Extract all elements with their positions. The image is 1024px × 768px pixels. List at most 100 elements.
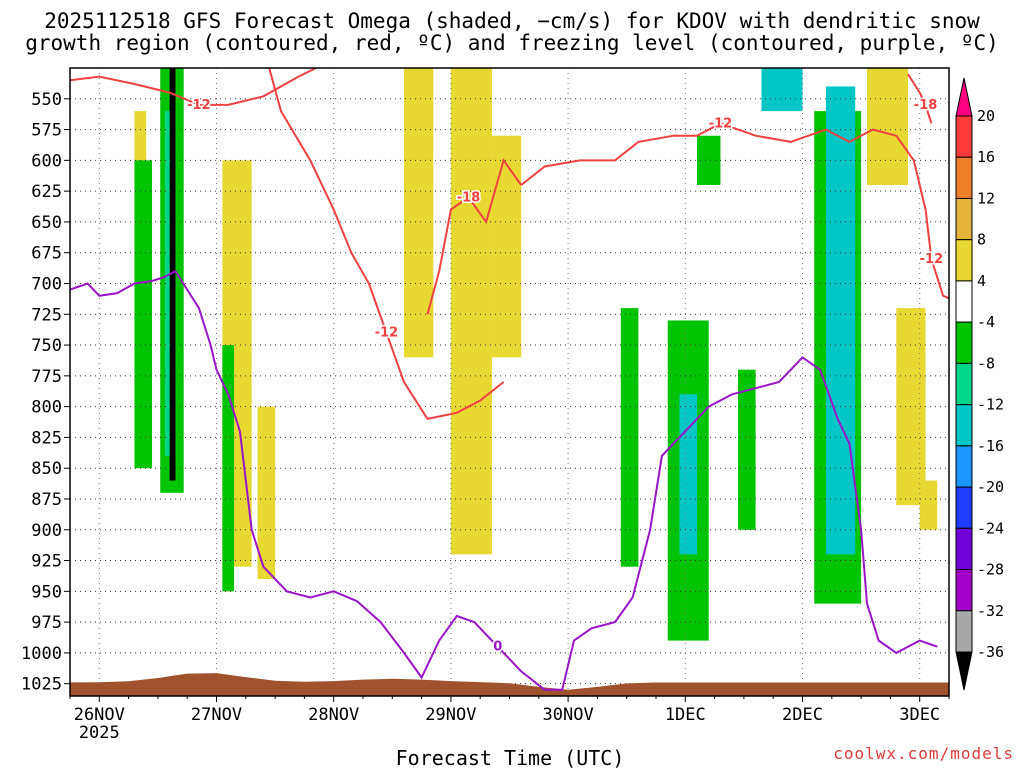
x-tick-label: 26NOV	[74, 705, 125, 725]
colorbar: 20 16 12 8 4 -4 -8 -12 -16 -20 -24 -28 -32 -36	[955, 77, 1004, 691]
colorbar-label: 16	[977, 148, 995, 166]
colorbar-label: 20	[977, 107, 995, 125]
dendritic-contour-label: -12	[187, 98, 211, 113]
y-tick-label: 800	[31, 398, 62, 418]
dendritic-contour	[895, 135, 949, 300]
year-label: 2025	[79, 723, 120, 743]
omega-region	[134, 160, 153, 469]
y-tick-label: 700	[31, 274, 62, 294]
y-axis: 550 575 600 625 650 675 700 725 750 775 800 825 850 8…	[21, 90, 70, 695]
omega-region	[679, 394, 698, 555]
colorbar-segment	[955, 610, 973, 653]
y-tick-label: 975	[31, 613, 62, 633]
omega-shading-layer	[134, 68, 938, 641]
x-tick-label: 2DEC	[782, 705, 823, 725]
x-tick-label: 29NOV	[425, 705, 476, 725]
x-tick-label: 27NOV	[191, 705, 242, 725]
omega-region	[222, 345, 235, 592]
y-tick-label: 750	[31, 336, 62, 356]
omega-region	[620, 308, 639, 567]
x-tick-label: 1DEC	[665, 705, 706, 725]
y-tick-label: 1025	[21, 675, 62, 695]
terrain-surface	[70, 673, 949, 696]
colorbar-label: 12	[977, 189, 995, 207]
chart-title-line-2: growth region (contoured, red, ºC) and f…	[25, 31, 999, 55]
y-tick-label: 925	[31, 552, 62, 572]
colorbar-segment	[955, 527, 973, 571]
omega-region	[404, 68, 434, 358]
y-tick-label: 550	[31, 90, 62, 110]
y-tick-label: 725	[31, 305, 62, 325]
dendritic-contour	[70, 68, 317, 106]
y-tick-label: 675	[31, 244, 62, 264]
dendritic-contour	[268, 68, 505, 421]
colorbar-segment	[955, 569, 973, 612]
colorbar-label: -4	[977, 313, 995, 331]
freezing-level-contours: 0	[70, 269, 938, 691]
colorbar-segment	[955, 115, 973, 158]
y-tick-label: 575	[31, 121, 62, 141]
dendritic-contour-label: -12	[920, 252, 944, 267]
x-axis: 26NOV 27NOV 28NOV 29NOV 30NOV 1DEC 2DEC 3DEC 202…	[69, 696, 950, 743]
dendritic-contour	[907, 73, 933, 124]
x-tick-label: 30NOV	[543, 705, 594, 725]
colorbar-bottom-arrow	[955, 651, 973, 691]
y-tick-label: 950	[31, 582, 62, 602]
colorbar-top-arrow	[955, 77, 973, 117]
dendritic-contour	[520, 122, 897, 186]
dendritic-contour	[426, 158, 523, 315]
omega-region	[866, 68, 908, 185]
x-tick-label: 3DEC	[899, 705, 940, 725]
colorbar-label: -28	[977, 561, 1004, 579]
colorbar-segment	[955, 280, 973, 323]
colorbar-label: -36	[977, 643, 1004, 661]
dendritic-contour-label: -12	[375, 326, 399, 341]
colorbar-segment	[955, 362, 973, 406]
terrain-layer	[70, 673, 949, 696]
colorbar-label: 8	[977, 231, 986, 249]
credit-text: coolwx.com/models	[833, 744, 1014, 763]
freezing-level-contour-label: 0	[493, 640, 502, 655]
x-axis-label: Forecast Time (UTC)	[396, 746, 625, 768]
omega-region	[825, 86, 856, 555]
omega-region	[919, 480, 938, 530]
omega-region	[697, 135, 721, 185]
colorbar-segment	[955, 445, 973, 488]
colorbar-label: -32	[977, 602, 1004, 620]
y-tick-label: 775	[31, 367, 62, 387]
freezing-level-contour	[70, 269, 938, 691]
y-tick-label: 625	[31, 182, 62, 202]
colorbar-segment	[955, 321, 973, 364]
omega-region	[257, 406, 276, 580]
colorbar-segment	[955, 486, 973, 529]
colorbar-segment	[955, 239, 973, 282]
colorbar-label: -12	[977, 396, 1004, 414]
dendritic-contours: -12 -12 -18 -12 -12 -18	[70, 68, 949, 421]
omega-region	[169, 68, 176, 481]
dendritic-contour-label: -12	[709, 116, 733, 131]
colorbar-label: -8	[977, 354, 995, 372]
colorbar-label: -16	[977, 437, 1004, 455]
y-tick-label: 850	[31, 459, 62, 479]
colorbar-segment	[955, 197, 973, 241]
colorbar-label: 4	[977, 272, 986, 290]
y-tick-label: 825	[31, 428, 62, 448]
colorbar-label: -20	[977, 478, 1004, 496]
omega-region	[491, 135, 522, 358]
omega-region	[738, 369, 756, 530]
y-tick-label: 900	[31, 521, 62, 541]
chart-title-line-1: 2025112518 GFS Forecast Omega (shaded, −…	[44, 9, 980, 33]
dendritic-contour-label: -18	[457, 190, 481, 205]
y-tick-label: 600	[31, 151, 62, 171]
colorbar-segment	[955, 156, 973, 199]
x-tick-label: 28NOV	[308, 705, 359, 725]
colorbar-segment	[955, 404, 973, 447]
dendritic-contour-label: -18	[914, 98, 938, 113]
y-tick-label: 1000	[21, 644, 62, 664]
colorbar-label: -24	[977, 519, 1004, 537]
omega-region	[164, 111, 170, 456]
omega-region	[761, 68, 803, 112]
y-tick-label: 875	[31, 490, 62, 510]
omega-region	[450, 68, 492, 555]
